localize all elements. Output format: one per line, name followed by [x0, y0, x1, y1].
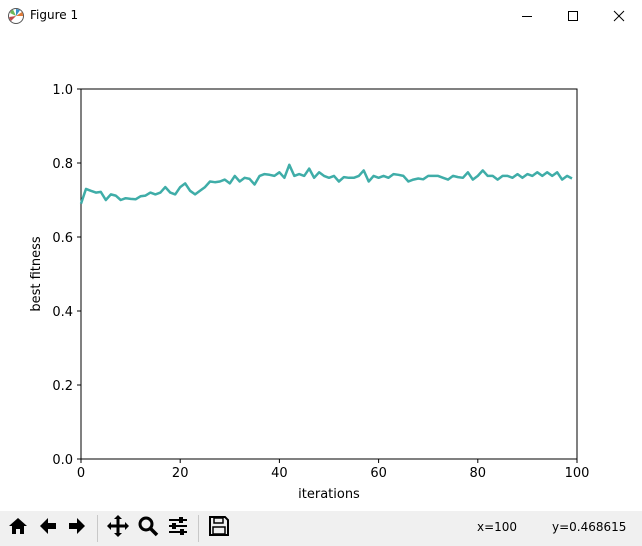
subplots-config-icon — [167, 515, 189, 541]
zoom-icon — [137, 515, 159, 541]
home-button[interactable] — [4, 514, 32, 542]
forward-button[interactable] — [63, 514, 91, 542]
pan-button[interactable] — [104, 514, 132, 542]
series-line-0 — [79, 163, 573, 205]
pan-icon — [106, 514, 130, 542]
back-button[interactable] — [34, 514, 62, 542]
close-icon — [613, 10, 625, 22]
save-icon — [208, 515, 230, 541]
figure-canvas[interactable]: 0 20 40 60 80 100 0.0 0.2 0.4 0.6 0.8 1.0 iteratio… — [0, 31, 642, 511]
cursor-x-readout: x=100 — [477, 520, 518, 534]
toolbar-separator — [198, 515, 199, 542]
x-tick-label: 60 — [370, 466, 387, 481]
y-tick-label: 0.6 — [52, 231, 73, 246]
maximize-icon — [567, 10, 579, 22]
x-tick-label: 80 — [470, 466, 487, 481]
x-tick-label: 0 — [77, 466, 85, 481]
cursor-y-readout: y=0.468615 — [552, 520, 627, 534]
close-button[interactable] — [596, 0, 642, 31]
y-tick-label: 0.8 — [52, 157, 73, 172]
y-tick-label: 0.2 — [52, 379, 73, 394]
y-tick-label: 0.0 — [52, 453, 73, 468]
plot-frame — [80, 88, 578, 460]
matplotlib-logo-icon — [7, 7, 25, 25]
home-icon — [7, 515, 29, 541]
maximize-button[interactable] — [550, 0, 596, 31]
back-arrow-icon — [37, 515, 59, 541]
toolbar-separator — [97, 515, 98, 542]
configure-subplots-button[interactable] — [164, 514, 192, 542]
minimize-icon — [521, 10, 533, 22]
title-bar: Figure 1 — [0, 0, 642, 31]
y-tick-label: 0.4 — [52, 305, 73, 320]
zoom-button[interactable] — [134, 514, 162, 542]
x-axis-label: iterations — [298, 487, 360, 502]
forward-arrow-icon — [66, 515, 88, 541]
y-tick-label: 1.0 — [52, 83, 73, 98]
save-button[interactable] — [205, 514, 233, 542]
x-tick-label: 100 — [565, 466, 590, 481]
navigation-toolbar — [0, 511, 642, 546]
x-tick-label: 20 — [172, 466, 189, 481]
window-title: Figure 1 — [30, 8, 79, 22]
line-chart: 0 20 40 60 80 100 0.0 0.2 0.4 0.6 0.8 1.0 iteratio… — [29, 83, 590, 502]
x-tick-label: 40 — [271, 466, 288, 481]
minimize-button[interactable] — [504, 0, 550, 31]
y-axis-label: best fitness — [29, 236, 44, 312]
